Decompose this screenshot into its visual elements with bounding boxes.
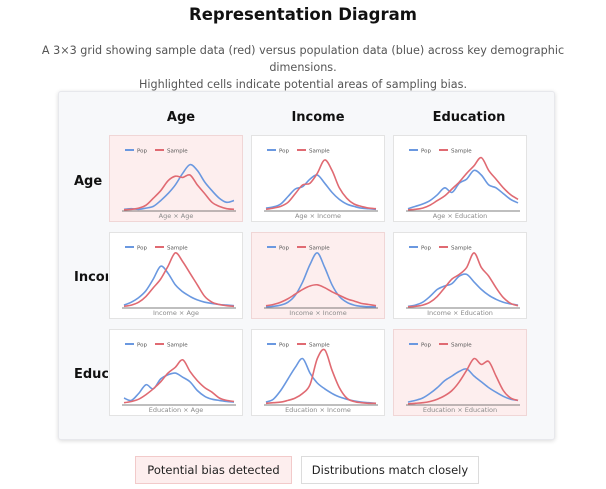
- legend-sample-label: Sample: [309, 343, 330, 349]
- legend-pop-label: Pop: [421, 343, 431, 349]
- cell-caption: Age × Income: [294, 212, 342, 220]
- distribution-chart: Pop Sample: [264, 149, 378, 212]
- distribution-chart: Pop Sample: [406, 343, 520, 406]
- distribution-chart: Pop Sample: [122, 246, 236, 309]
- sample-series-line: [123, 358, 235, 404]
- population-series-line: [407, 368, 519, 403]
- legend-sample-label: Sample: [309, 149, 330, 155]
- row-header-income: Income: [74, 270, 108, 285]
- legend-sample-label: Sample: [309, 246, 330, 252]
- cell-caption: Age × Education: [432, 212, 488, 220]
- legend-pop-label: Pop: [137, 343, 147, 349]
- grid-cell: Pop Sample Income × Education: [393, 232, 527, 319]
- sample-series-line: [123, 252, 235, 308]
- legend-pop-label: Pop: [137, 149, 147, 155]
- cell-caption: Education × Age: [148, 406, 204, 414]
- cell-caption: Age × Age: [158, 212, 194, 220]
- cell-caption: Education × Income: [285, 406, 351, 414]
- legend-sample-label: Sample: [167, 343, 188, 349]
- population-series-line: [123, 265, 235, 307]
- cell-caption: Education × Education: [422, 406, 498, 414]
- subtitle-line-2: Highlighted cells indicate potential are…: [138, 78, 467, 91]
- sample-series-line: [265, 159, 377, 211]
- legend-sample-label: Sample: [451, 343, 472, 349]
- population-series-line: [265, 174, 377, 211]
- distribution-chart: Pop Sample: [264, 343, 378, 406]
- sample-series-line: [407, 156, 519, 211]
- population-series-line: [407, 169, 519, 210]
- grid-cell: Pop Sample Education × Education: [393, 329, 527, 416]
- column-header-income: Income: [291, 110, 345, 125]
- population-series-line: [123, 163, 235, 211]
- row-header-education: Education: [74, 367, 108, 382]
- legend-sample-label: Sample: [451, 149, 472, 155]
- cell-caption: Income × Income: [289, 309, 347, 317]
- page-title: Representation Diagram: [189, 5, 417, 24]
- page-subtitle: A 3×3 grid showing sample data (red) ver…: [8, 42, 598, 93]
- sample-series-line: [265, 283, 377, 307]
- legend-pop-label: Pop: [279, 343, 289, 349]
- legend-sample-label: Sample: [167, 246, 188, 252]
- distribution-chart: Pop Sample: [406, 149, 520, 212]
- legend-match-closely: Distributions match closely: [301, 456, 479, 484]
- distribution-chart: Pop Sample: [122, 149, 236, 212]
- cell-caption: Income × Age: [152, 309, 200, 317]
- grid-cell: Pop Sample Age × Income: [251, 135, 385, 222]
- legend-pop-label: Pop: [279, 149, 289, 155]
- grid-cell: Pop Sample Education × Age: [109, 329, 243, 416]
- grid-cell: Pop Sample Income × Income: [251, 232, 385, 319]
- row-header-age: Age: [74, 174, 103, 189]
- column-header-education: Education: [432, 110, 506, 125]
- legend-pop-label: Pop: [137, 246, 147, 252]
- sample-series-line: [265, 348, 377, 405]
- legend-sample-label: Sample: [451, 246, 472, 252]
- sample-series-line: [123, 173, 235, 211]
- legend-sample-label: Sample: [167, 149, 188, 155]
- population-series-line: [123, 372, 235, 403]
- legend-bias-label: Potential bias detected: [147, 463, 280, 477]
- sample-series-line: [407, 252, 519, 308]
- sample-series-line: [407, 357, 519, 405]
- distribution-chart: Pop Sample: [406, 246, 520, 309]
- cell-caption: Income × Education: [427, 309, 493, 317]
- legend-bias-detected: Potential bias detected: [135, 456, 292, 484]
- legend-pop-label: Pop: [279, 246, 289, 252]
- population-series-line: [265, 357, 377, 405]
- distribution-chart: Pop Sample: [122, 343, 236, 406]
- grid-cell: Pop Sample Age × Age: [109, 135, 243, 222]
- population-series-line: [265, 252, 377, 308]
- legend-match-label: Distributions match closely: [311, 463, 469, 477]
- legend-pop-label: Pop: [421, 149, 431, 155]
- grid-cell: Pop Sample Income × Age: [109, 232, 243, 319]
- column-header-age: Age: [166, 110, 196, 125]
- grid-cell: Pop Sample Education × Income: [251, 329, 385, 416]
- population-series-line: [407, 273, 519, 308]
- distribution-chart: Pop Sample: [264, 246, 378, 309]
- legend-pop-label: Pop: [421, 246, 431, 252]
- subtitle-line-1: A 3×3 grid showing sample data (red) ver…: [41, 44, 565, 74]
- grid-cell: Pop Sample Age × Education: [393, 135, 527, 222]
